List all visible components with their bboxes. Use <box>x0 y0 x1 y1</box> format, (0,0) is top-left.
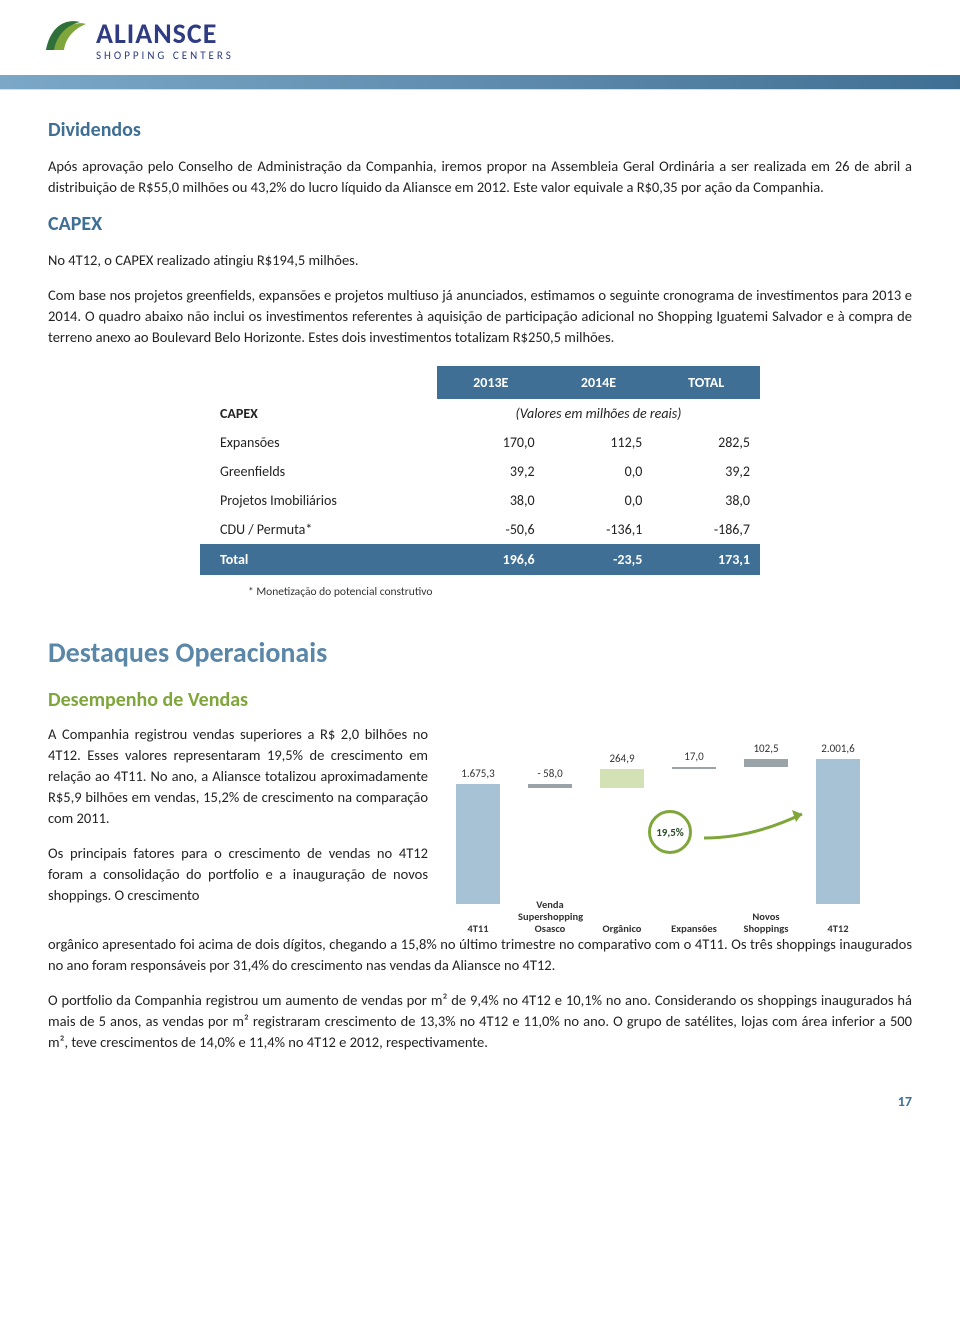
capex-paragraph-2: Com base nos projetos greenfields, expan… <box>48 285 912 348</box>
waterfall-value-label: 17,0 <box>672 750 716 763</box>
header-band <box>0 75 960 89</box>
capex-paragraph-1: No 4T12, o CAPEX realizado atingiu R$194… <box>48 250 912 271</box>
logo-subtitle: SHOPPING CENTERS <box>96 50 234 61</box>
dividendos-paragraph: Após aprovação pelo Conselho de Administ… <box>48 156 912 198</box>
waterfall-value-label: 102,5 <box>744 742 788 755</box>
logo-icon <box>40 14 88 67</box>
arrow-icon <box>702 804 822 844</box>
page-number: 17 <box>48 1093 912 1110</box>
waterfall-category-label: Orgânico <box>590 923 654 935</box>
waterfall-category-label: Expansões <box>662 923 726 935</box>
waterfall-bar: 264,9 <box>600 754 644 904</box>
waterfall-value-label: 1.675,3 <box>456 767 500 780</box>
logo: ALIANSCE SHOPPING CENTERS <box>40 14 920 67</box>
capex-caption-note: (Valores em milhões de reais) <box>437 399 760 428</box>
table-row: Greenfields 39,2 0,0 39,2 <box>200 457 760 486</box>
table-row: Projetos Imobiliários 38,0 0,0 38,0 <box>200 486 760 515</box>
waterfall-chart: 1.675,34T11- 58,0Venda Supershopping Osa… <box>456 724 912 934</box>
waterfall-category-label: 4T11 <box>446 923 510 935</box>
capex-th-total: TOTAL <box>652 366 760 399</box>
vendas-paragraph-3: O portfolio da Companhia registrou um au… <box>48 990 912 1053</box>
table-row: Expansões 170,0 112,5 282,5 <box>200 428 760 457</box>
capex-total-row: Total 196,6 -23,5 173,1 <box>200 544 760 575</box>
waterfall-category-label: Novos Shoppings <box>734 911 798 934</box>
capex-caption-label: CAPEX <box>200 399 437 428</box>
section-title-capex: CAPEX <box>48 212 912 236</box>
waterfall-value-label: 264,9 <box>600 752 644 765</box>
table-row: CDU / Permuta* -50,6 -136,1 -186,7 <box>200 515 760 544</box>
logo-title: ALIANSCE <box>96 20 234 48</box>
capex-footnote: * Monetização do potencial construtivo <box>248 585 912 599</box>
waterfall-bar: 1.675,3 <box>456 754 500 904</box>
waterfall-value-label: 2.001,6 <box>816 742 860 755</box>
vendas-paragraph-1: A Companhia registrou vendas superiores … <box>48 724 428 829</box>
section-title-destaques: Destaques Operacionais <box>48 635 912 670</box>
vendas-paragraph-2b: orgânico apresentado foi acima de dois d… <box>48 934 912 976</box>
waterfall-bar: - 58,0 <box>528 754 572 904</box>
waterfall-category-label: 4T12 <box>806 923 870 935</box>
capex-table: 2013E 2014E TOTAL CAPEX (Valores em milh… <box>200 366 760 575</box>
capex-th-2014: 2014E <box>545 366 653 399</box>
waterfall-value-label: - 58,0 <box>528 767 572 780</box>
waterfall-bar: 2.001,6 <box>816 754 860 904</box>
waterfall-category-label: Venda Supershopping Osasco <box>518 899 582 934</box>
header: ALIANSCE SHOPPING CENTERS <box>0 0 960 90</box>
section-title-dividendos: Dividendos <box>48 118 912 142</box>
vendas-paragraph-2a: Os principais fatores para o crescimento… <box>48 843 428 906</box>
section-title-vendas: Desempenho de Vendas <box>48 688 912 712</box>
capex-th-2013: 2013E <box>437 366 545 399</box>
growth-badge: 19,5% <box>648 810 692 854</box>
